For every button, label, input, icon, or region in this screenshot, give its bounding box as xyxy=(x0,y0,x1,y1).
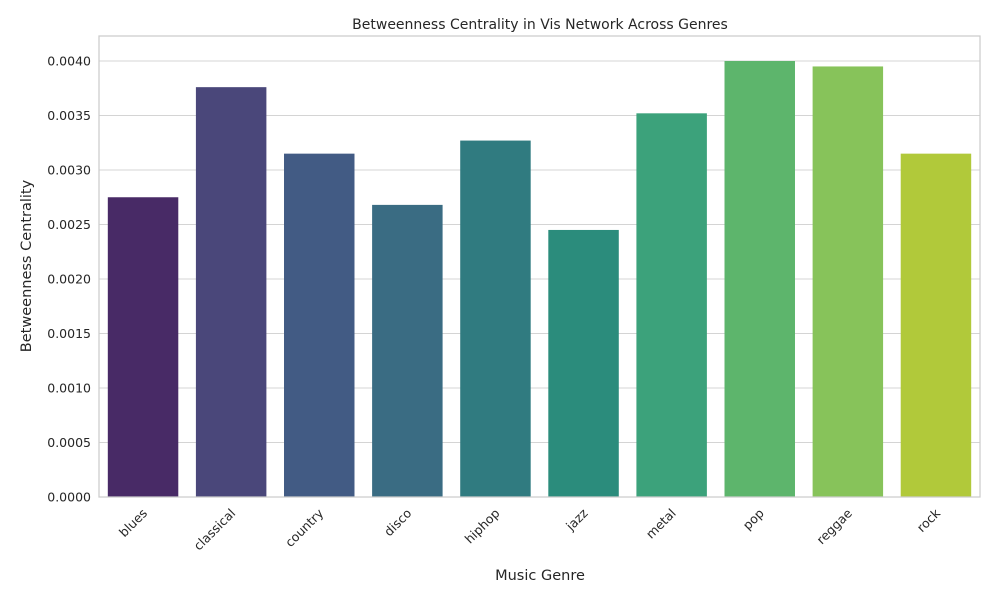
y-axis-label: Betweenness Centrality xyxy=(19,179,35,352)
y-tick-label: 0.0010 xyxy=(47,381,91,396)
bar-disco xyxy=(372,204,443,497)
x-tick-label: pop xyxy=(740,505,767,532)
y-tick-label: 0.0005 xyxy=(47,435,91,450)
bar-pop xyxy=(724,61,795,497)
plot-frame xyxy=(98,35,981,498)
x-tick-label: country xyxy=(282,505,327,550)
y-tick-label: 0.0025 xyxy=(47,217,91,232)
bar-classical xyxy=(195,87,267,497)
x-tick-label: metal xyxy=(643,506,679,542)
y-tick-label: 0.0035 xyxy=(47,108,91,123)
x-tick-label: disco xyxy=(381,506,415,540)
bar-reggae xyxy=(812,66,884,497)
x-tick-label: reggae xyxy=(813,505,855,547)
x-tick-labels: blues classical country disco hiphop jazz meta… xyxy=(116,505,944,553)
x-tick-label: hiphop xyxy=(462,505,503,546)
y-tick-labels: 0.0000 0.0005 0.0010 0.0015 0.0020 0.0025 0.00… xyxy=(47,54,91,505)
y-tick-label: 0.0020 xyxy=(47,272,91,287)
y-tick-label: 0.0000 xyxy=(47,490,91,505)
chart-title: Betweenness Centrality in Vis Network Ac… xyxy=(352,17,728,33)
x-tick-label: jazz xyxy=(562,505,591,534)
bar-country xyxy=(284,153,355,497)
bar-hiphop xyxy=(460,140,531,497)
y-tick-label: 0.0015 xyxy=(47,326,91,341)
x-axis-label: Music Genre xyxy=(495,568,585,584)
bar-metal xyxy=(636,113,707,497)
bar-rock xyxy=(900,153,972,497)
x-tick-label: blues xyxy=(116,506,150,540)
bar-jazz xyxy=(548,229,619,497)
y-tick-label: 0.0040 xyxy=(47,54,91,69)
bar-blues xyxy=(107,197,179,497)
x-tick-label: classical xyxy=(191,506,239,554)
y-tick-label: 0.0030 xyxy=(47,163,91,178)
x-tick-label: rock xyxy=(914,505,944,535)
bars xyxy=(107,61,972,497)
